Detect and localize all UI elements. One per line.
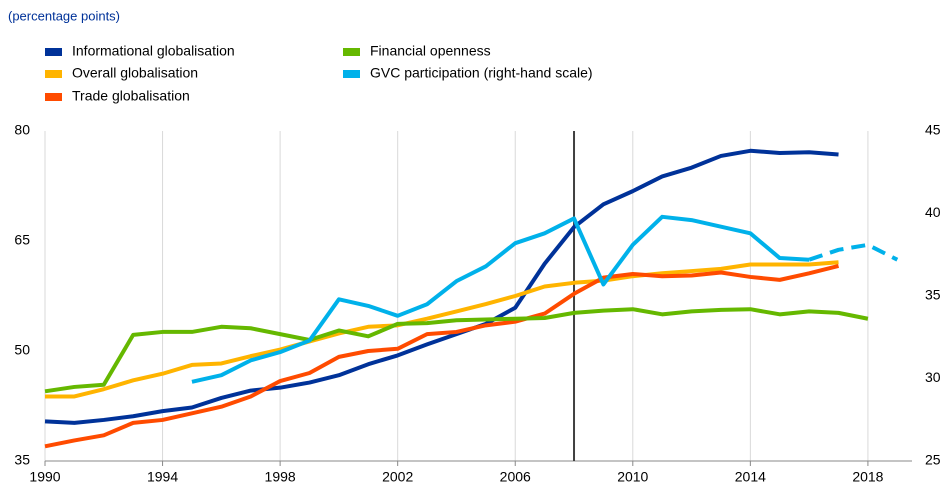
x-tick-label: 2002 [382,469,413,485]
legend-swatch [343,48,360,56]
series-line [44,148,839,425]
series-line [808,242,899,262]
y-tick-label: 35 [14,452,30,468]
legend-label: Overall globalisation [72,65,198,81]
series-line [45,260,839,399]
legend-swatch [45,93,62,101]
x-tick-label: 1994 [147,469,178,485]
x-tick-label: 2014 [735,469,766,485]
series-line [191,214,810,384]
x-tick-label: 2018 [852,469,883,485]
x-tick-label: 1998 [265,469,296,485]
y-tick-label: 50 [14,342,30,358]
x-tick-label: 2006 [500,469,531,485]
y2-tick-label: 45 [925,122,941,138]
legend-swatch [45,48,62,56]
series-line [44,263,840,449]
x-tick-label: 2010 [617,469,648,485]
legend-label: Financial openness [370,43,491,59]
y2-tick-label: 35 [925,287,941,303]
legend-label: Informational globalisation [72,43,235,59]
legend-swatch [343,70,360,78]
legend-label: Trade globalisation [72,88,190,104]
y2-tick-label: 30 [925,369,941,385]
y-tick-label: 80 [14,122,30,138]
x-tick-label: 1990 [29,469,60,485]
y-tick-label: 65 [14,232,30,248]
subtitle: (percentage points) [8,8,120,23]
y2-tick-label: 40 [925,204,941,220]
legend-swatch [45,70,62,78]
series-line [44,307,869,394]
y2-tick-label: 25 [925,452,941,468]
legend-label: GVC participation (right-hand scale) [370,65,593,81]
